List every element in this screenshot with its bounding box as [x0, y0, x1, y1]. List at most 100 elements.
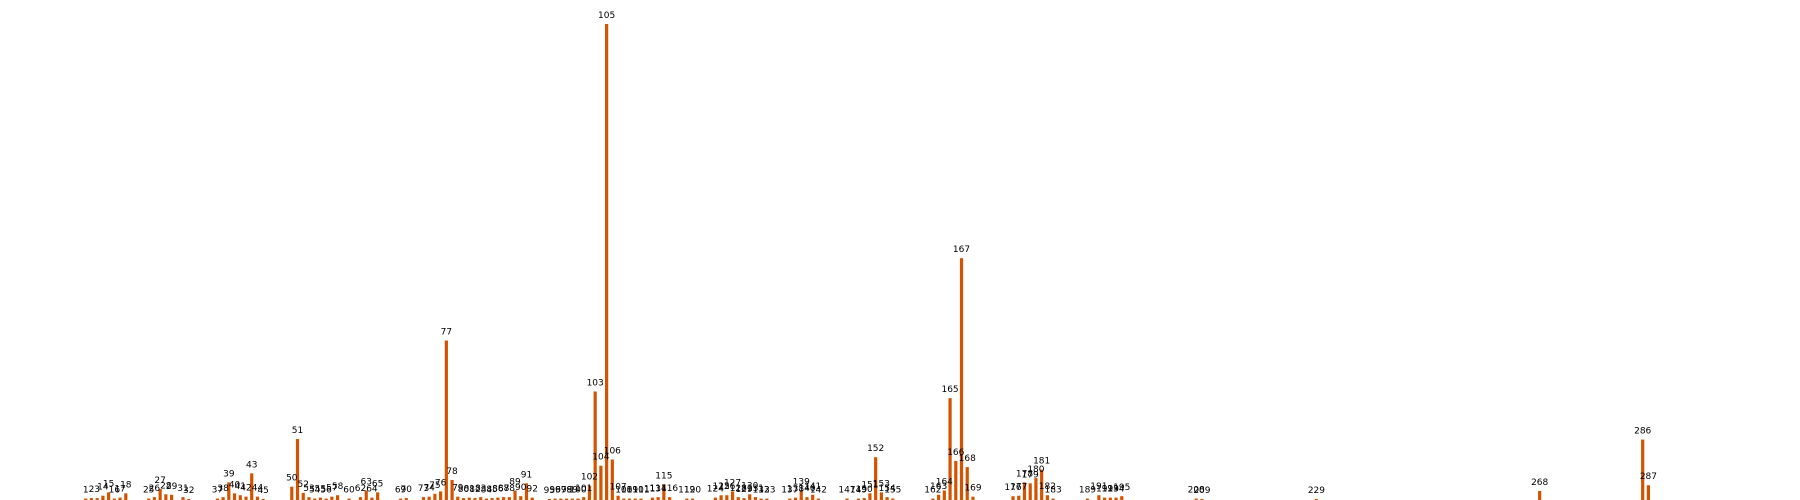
bar-label-41: 41: [235, 482, 246, 492]
bar-110: [633, 498, 637, 500]
bar-105: [605, 24, 609, 500]
bar-label-86: 86: [492, 485, 504, 495]
bar-label-195: 195: [1113, 483, 1130, 493]
bar-label-32: 32: [183, 486, 194, 496]
bar-label-178: 178: [1016, 469, 1033, 479]
bar-label-147: 147: [838, 486, 855, 496]
bar-label-181: 181: [1033, 457, 1050, 467]
bar-label-85: 85: [486, 485, 497, 495]
bar-116: [667, 497, 672, 500]
bar-166: [954, 460, 958, 500]
bar-115: [662, 484, 666, 500]
bar-label-155: 155: [884, 486, 901, 496]
bar-label-65: 65: [372, 479, 383, 489]
bar-label-116: 116: [661, 484, 678, 494]
bar-label-132: 132: [753, 486, 770, 496]
bar-label-1: 1: [83, 486, 89, 496]
bar-label-58: 58: [332, 482, 344, 492]
bar-label-14: 14: [97, 483, 109, 493]
bar-127: [730, 491, 735, 500]
bar-label-98: 98: [561, 486, 573, 496]
bar-label-133: 133: [758, 486, 775, 496]
bar-label-70: 70: [401, 485, 413, 495]
bar-label-119: 119: [678, 486, 695, 496]
bar-111: [639, 498, 643, 500]
bar-165: [948, 398, 952, 500]
bar-label-191: 191: [1090, 482, 1107, 492]
bar-89: [513, 490, 517, 500]
bar-label-229: 229: [1308, 486, 1325, 496]
bar-164: [942, 490, 946, 500]
bar-63: [364, 490, 368, 500]
bar-label-80: 80: [458, 485, 470, 495]
bar-label-130: 130: [741, 481, 758, 491]
bar-189: [1085, 498, 1090, 500]
bar-label-137: 137: [781, 486, 798, 496]
bar-label-150: 150: [856, 485, 873, 495]
bar-151: [868, 493, 872, 500]
bar-label-78: 78: [446, 467, 458, 477]
bar-100: [576, 498, 580, 500]
bar-137: [788, 498, 792, 500]
bar-154: [885, 497, 889, 500]
bar-label-103: 103: [587, 378, 604, 388]
bar-label-37: 37: [212, 486, 223, 496]
bar-98: [564, 498, 569, 500]
bar-label-53: 53: [303, 484, 314, 494]
bar-label-99: 99: [567, 486, 579, 496]
bar-97: [559, 498, 563, 500]
bar-label-131: 131: [747, 484, 764, 494]
bar-40: [232, 493, 237, 500]
bar-18: [124, 493, 128, 500]
bar-149: [856, 498, 861, 500]
bar-83: [479, 497, 483, 500]
bar-73: [421, 497, 426, 500]
bar-162: [931, 498, 935, 500]
bar-140: [805, 497, 809, 500]
bar-191: [1097, 495, 1101, 500]
bar-268: [1538, 490, 1542, 500]
bar-label-77: 77: [441, 328, 452, 338]
bar-label-95: 95: [544, 486, 555, 496]
bar-141: [811, 494, 815, 500]
bar-label-120: 120: [684, 486, 701, 496]
bar-label-102: 102: [581, 473, 598, 483]
bar-41: [238, 495, 242, 500]
bar-label-287: 287: [1640, 472, 1657, 482]
bar-287: [1646, 485, 1651, 500]
bar-label-163: 163: [930, 482, 947, 492]
bar-label-268: 268: [1531, 478, 1548, 488]
bar-label-105: 105: [598, 11, 615, 21]
bar-label-153: 153: [873, 479, 890, 489]
bar-133: [765, 498, 769, 500]
bar-177: [1017, 495, 1021, 500]
bar-label-169: 169: [964, 484, 981, 494]
bar-38: [221, 497, 225, 500]
bar-label-45: 45: [257, 486, 268, 496]
bar-label-3: 3: [94, 485, 100, 495]
bar-86: [496, 497, 500, 500]
bar-label-107: 107: [609, 483, 626, 493]
bar-126: [725, 495, 729, 500]
bar-28: [164, 494, 168, 500]
bar-147: [845, 498, 849, 500]
bar-label-63: 63: [360, 477, 371, 487]
bar-55: [318, 497, 323, 500]
bar-label-192: 192: [1096, 485, 1113, 495]
bar-label-25: 25: [143, 486, 154, 496]
bar-label-286: 286: [1634, 427, 1651, 437]
bar-label-88: 88: [504, 484, 516, 494]
bar-70: [404, 498, 408, 500]
bar-109: [627, 498, 632, 500]
bar-label-83: 83: [475, 484, 486, 494]
bar-label-57: 57: [326, 484, 337, 494]
bar-label-209: 209: [1193, 486, 1210, 496]
bar-label-74: 74: [423, 484, 435, 494]
bar-label-92: 92: [526, 485, 537, 495]
bar-label-168: 168: [959, 454, 976, 464]
bar-label-193: 193: [1102, 485, 1119, 495]
bar-42: [244, 496, 248, 500]
bar-176: [1011, 496, 1015, 500]
bar-76: [439, 491, 443, 500]
bar-label-154: 154: [879, 484, 896, 494]
